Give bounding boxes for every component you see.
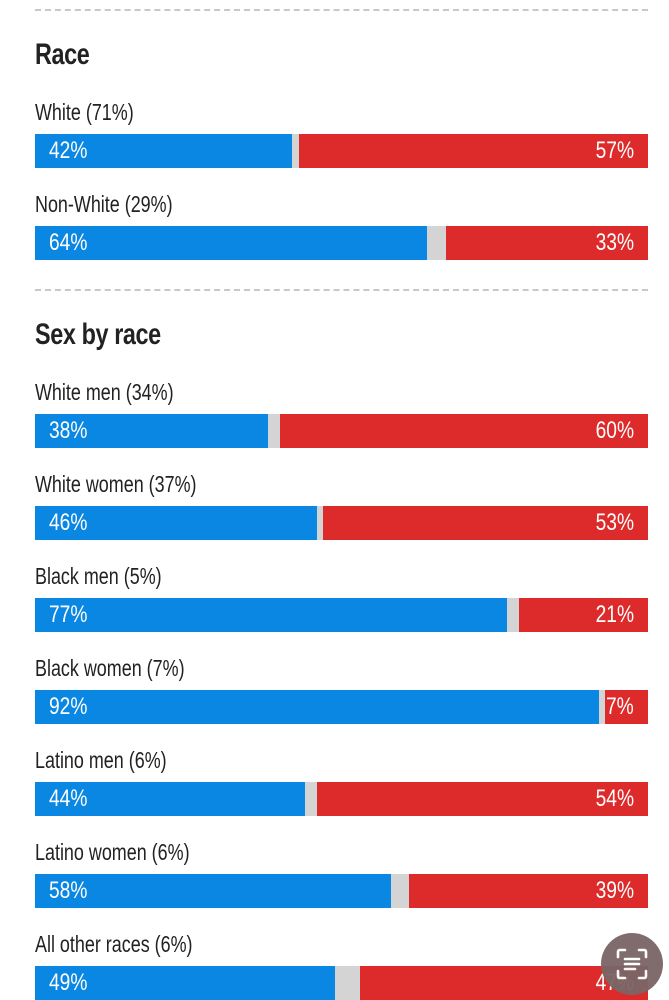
row-label: Non-White (29%) [35,191,173,217]
rep-value-label: 39% [595,877,634,904]
rep-bar-segment [316,782,648,816]
dem-value-label: 46% [49,509,88,536]
section-title-race: Race [35,38,90,71]
rep-value-label: 54% [595,785,634,812]
result-bar: 92% 7% [35,690,648,724]
dem-bar-segment [35,598,507,632]
result-bar: 49%47% [35,966,648,1000]
dem-bar-segment [35,690,599,724]
row-label: Latino men (6%) [35,747,167,773]
dem-value-label: 58% [49,877,88,904]
dem-value-label: 38% [49,417,88,444]
dem-value-label: 42% [49,137,88,164]
rep-bar-segment [298,134,648,168]
section-divider [35,9,648,11]
result-bar: 38% 60% [35,414,648,448]
rep-bar-segment [445,226,648,260]
dem-bar-segment [35,506,317,540]
result-bar: 42% 57% [35,134,648,168]
rep-value-label: 7% [606,693,634,720]
dem-bar-segment [35,226,428,260]
row-label: All other races (6%) [35,931,193,957]
rep-value-label: 33% [595,229,634,256]
row-label: White (71%) [35,99,134,125]
dem-bar-segment [35,874,391,908]
result-bar: 64% 33% [35,226,648,260]
rep-value-label: 57% [595,137,634,164]
row-label: White women (37%) [35,471,197,497]
rep-value-label: 53% [595,509,634,536]
dem-bar-segment [35,966,336,1000]
rep-value-label: 21% [595,601,634,628]
dem-bar-segment [35,782,305,816]
rep-bar-segment [519,598,648,632]
rep-bar-segment [359,966,648,1000]
scan-text-icon [616,948,648,980]
result-bar: 46% 53% [35,506,648,540]
dem-value-label: 49% [49,969,88,996]
rep-bar-segment [323,506,648,540]
result-bar: 77% 21% [35,598,648,632]
rep-bar-segment [408,874,648,908]
rep-value-label: 60% [595,417,634,444]
scan-text-button[interactable] [601,933,663,995]
dem-value-label: 44% [49,785,88,812]
dem-value-label: 92% [49,693,88,720]
dem-bar-segment [35,134,293,168]
section-divider [35,289,648,291]
row-label: White men (34%) [35,379,174,405]
rep-bar-segment [605,690,648,724]
row-label: Black men (5%) [35,563,162,589]
section-title-sex-by-race: Sex by race [35,318,161,351]
rep-bar-segment [280,414,648,448]
result-bar: 58% 39% [35,874,648,908]
dem-value-label: 64% [49,229,88,256]
row-label: Latino women (6%) [35,839,190,865]
row-label: Black women (7%) [35,655,185,681]
dem-value-label: 77% [49,601,88,628]
result-bar: 44% 54% [35,782,648,816]
dem-bar-segment [35,414,268,448]
